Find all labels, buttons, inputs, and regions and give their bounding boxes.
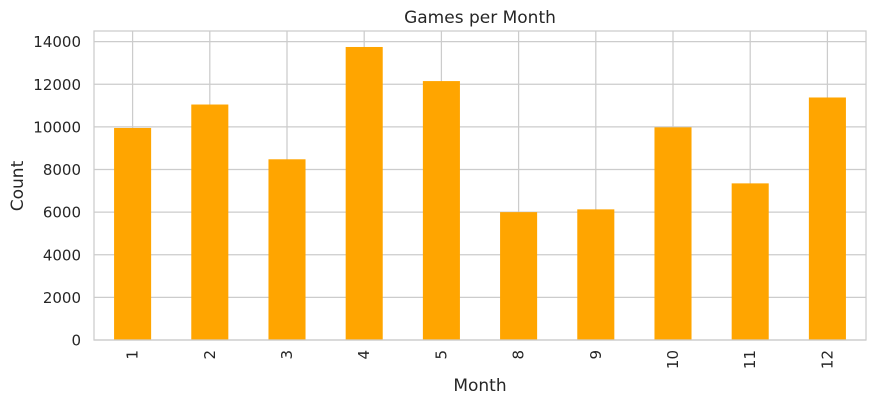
bar-month-10 [654,127,692,341]
x-axis-label: Month [453,376,506,396]
plot-frame [93,30,867,341]
y-tick-label: 0 [71,332,81,350]
x-tick-label: 2 [201,350,219,360]
x-tick-labels: 1 2 3 4 5 8 9 10 11 12 [124,350,837,369]
x-tick-label: 8 [510,350,528,360]
bar-month-12 [808,97,846,340]
bar-month-11 [731,183,769,340]
bar-month-3 [268,159,306,340]
x-tick-label: 5 [432,350,450,360]
y-tick-label: 10000 [33,118,81,136]
y-tick-label: 2000 [43,289,81,307]
x-tick-label: 12 [818,350,836,369]
bar-month-1 [114,127,152,340]
x-tick-label: 1 [124,350,142,360]
bars [114,46,846,341]
y-tick-label: 14000 [33,33,81,51]
bar-month-5 [422,81,460,340]
bar-month-4 [345,46,383,340]
y-axis-label: Count [8,160,28,211]
x-tick-label: 3 [278,350,296,360]
y-tick-label: 12000 [33,76,81,94]
chart-title: Games per Month [404,8,556,28]
bar-month-8 [500,212,538,340]
y-tick-label: 4000 [43,246,81,264]
bar-month-2 [191,104,229,340]
x-tick-label: 4 [355,350,373,360]
x-tick-label: 9 [587,350,605,360]
y-tick-label: 8000 [43,161,81,179]
bar-month-9 [577,209,615,340]
y-tick-label: 6000 [43,204,81,222]
x-tick-label: 10 [664,350,682,369]
x-tick-label: 11 [741,350,759,369]
y-tick-labels: 0 2000 4000 6000 8000 10000 12000 14000 [33,33,81,349]
